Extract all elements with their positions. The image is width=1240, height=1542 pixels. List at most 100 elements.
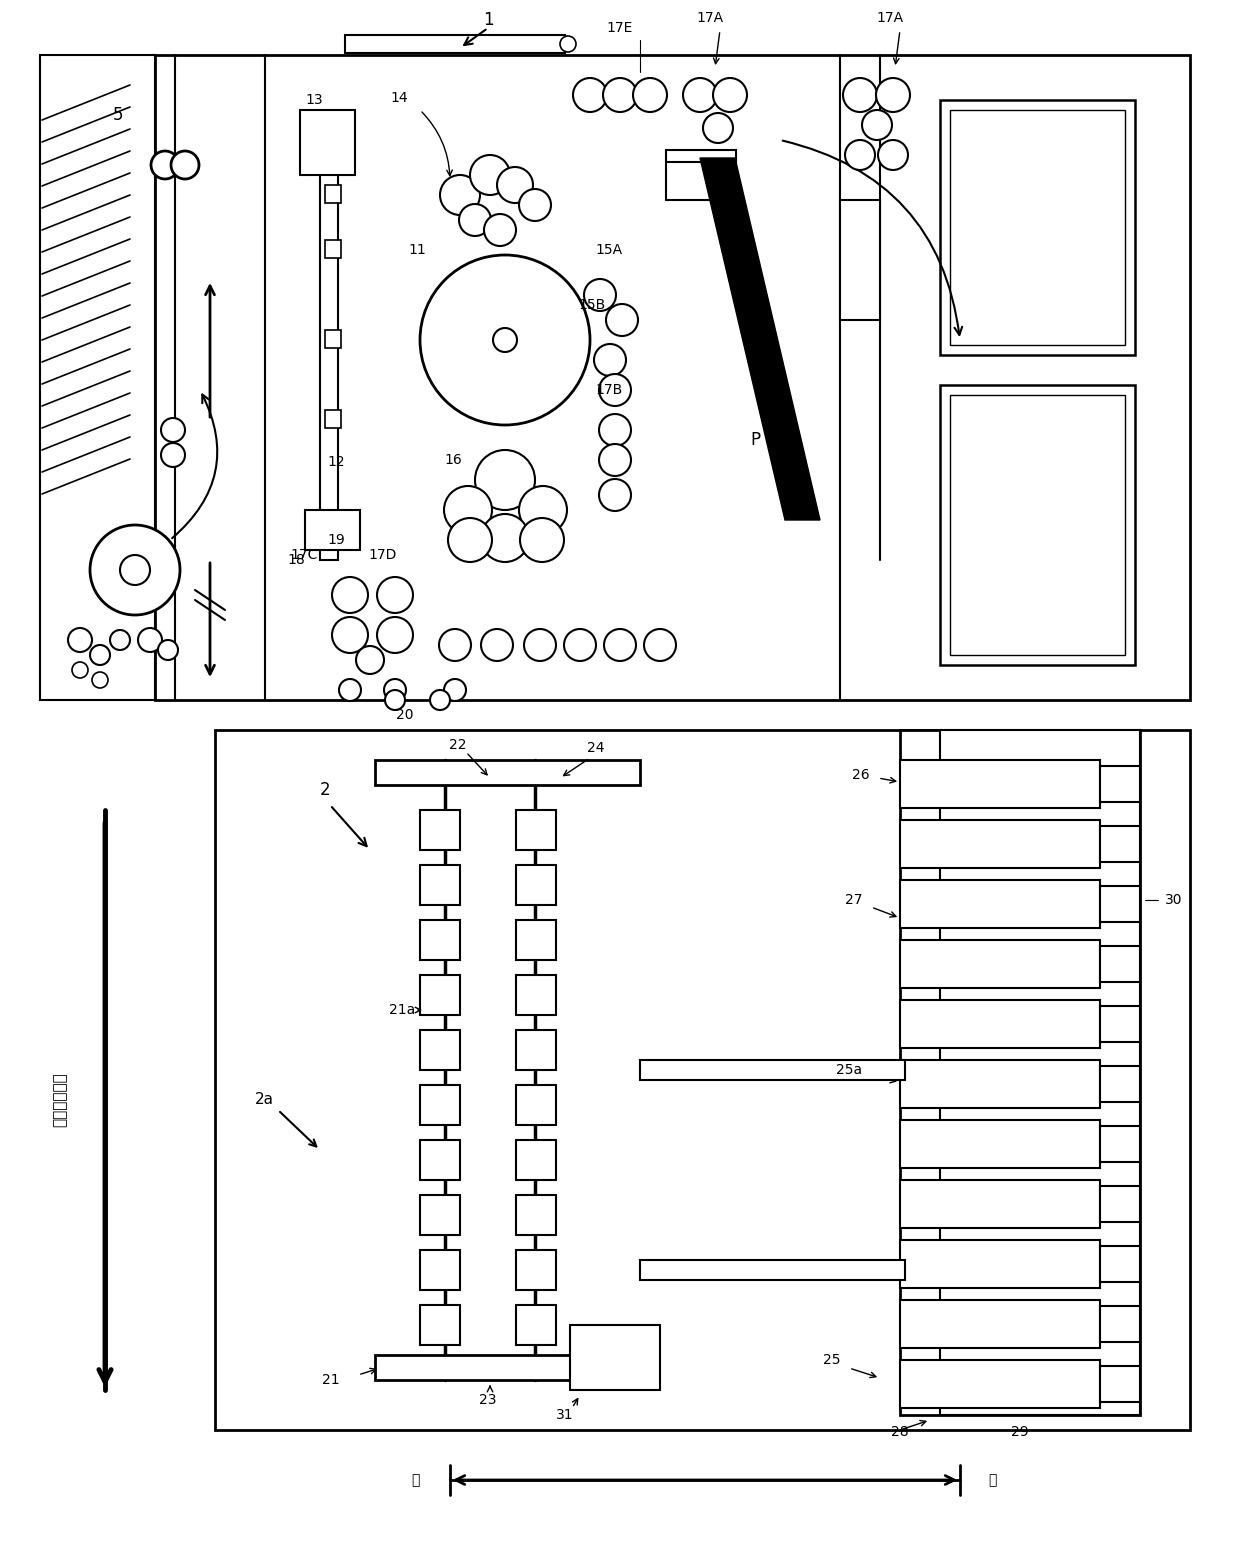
- Circle shape: [470, 156, 510, 194]
- Bar: [940, 386, 1135, 665]
- Circle shape: [584, 279, 616, 311]
- Circle shape: [384, 689, 405, 709]
- Circle shape: [525, 629, 556, 662]
- Bar: [325, 241, 341, 258]
- Circle shape: [448, 518, 492, 561]
- Bar: [325, 410, 341, 429]
- Bar: [940, 100, 1135, 355]
- Bar: [420, 1086, 460, 1126]
- Circle shape: [157, 640, 179, 660]
- Circle shape: [151, 151, 179, 179]
- Text: 17E: 17E: [606, 22, 634, 35]
- Circle shape: [484, 214, 516, 247]
- Bar: [1100, 1366, 1140, 1402]
- Bar: [420, 810, 460, 850]
- Circle shape: [713, 79, 746, 113]
- Circle shape: [91, 645, 110, 665]
- Bar: [900, 760, 1100, 808]
- Bar: [345, 35, 565, 52]
- Bar: [900, 1059, 1100, 1109]
- Text: 17A: 17A: [877, 11, 904, 25]
- Bar: [1100, 1246, 1140, 1281]
- Circle shape: [683, 79, 717, 113]
- Circle shape: [439, 629, 471, 662]
- Bar: [325, 185, 341, 204]
- Bar: [516, 865, 556, 905]
- Bar: [1100, 766, 1140, 802]
- Circle shape: [878, 140, 908, 170]
- Circle shape: [444, 678, 466, 702]
- Circle shape: [72, 662, 88, 678]
- Circle shape: [384, 678, 405, 702]
- Circle shape: [875, 79, 910, 113]
- Text: 17A: 17A: [697, 11, 724, 25]
- Bar: [900, 880, 1100, 928]
- Bar: [374, 760, 640, 785]
- Circle shape: [138, 628, 162, 652]
- Bar: [420, 865, 460, 905]
- Circle shape: [520, 486, 567, 534]
- Bar: [1100, 945, 1140, 982]
- Bar: [900, 1180, 1100, 1227]
- Circle shape: [632, 79, 667, 113]
- Circle shape: [377, 617, 413, 652]
- Text: 5: 5: [113, 106, 123, 123]
- Bar: [516, 1305, 556, 1345]
- Circle shape: [703, 113, 733, 143]
- Text: 21: 21: [322, 1372, 340, 1386]
- Circle shape: [171, 151, 198, 179]
- Circle shape: [599, 413, 631, 446]
- Bar: [516, 1195, 556, 1235]
- Bar: [516, 810, 556, 850]
- Text: 16: 16: [444, 453, 463, 467]
- Text: 26: 26: [852, 768, 870, 782]
- Bar: [950, 395, 1125, 655]
- Bar: [420, 1030, 460, 1070]
- Bar: [516, 921, 556, 961]
- Bar: [516, 1140, 556, 1180]
- Circle shape: [161, 443, 185, 467]
- Text: 24: 24: [588, 742, 605, 756]
- Bar: [420, 921, 460, 961]
- Bar: [900, 820, 1100, 868]
- Bar: [516, 975, 556, 1015]
- Text: 15B: 15B: [578, 298, 605, 311]
- Bar: [640, 1260, 905, 1280]
- Polygon shape: [701, 157, 820, 520]
- Circle shape: [356, 646, 384, 674]
- Text: 12: 12: [327, 455, 345, 469]
- Bar: [420, 1195, 460, 1235]
- Bar: [155, 56, 1190, 700]
- Bar: [570, 1325, 660, 1389]
- Bar: [420, 1305, 460, 1345]
- Bar: [839, 200, 880, 321]
- Circle shape: [481, 513, 529, 561]
- Bar: [900, 729, 1140, 1416]
- Text: 29: 29: [1011, 1425, 1029, 1439]
- Text: ト: ト: [988, 1473, 996, 1486]
- Text: 17C: 17C: [290, 547, 317, 561]
- Circle shape: [68, 628, 92, 652]
- Bar: [900, 1240, 1100, 1288]
- Bar: [300, 109, 355, 174]
- Bar: [940, 729, 1140, 1416]
- Bar: [1100, 1066, 1140, 1103]
- Text: 25: 25: [822, 1352, 839, 1368]
- Circle shape: [339, 678, 361, 702]
- Text: 20: 20: [397, 708, 414, 722]
- Text: 13: 13: [305, 93, 322, 106]
- Circle shape: [843, 79, 877, 113]
- Circle shape: [844, 140, 875, 170]
- Bar: [900, 1300, 1100, 1348]
- Text: 19: 19: [327, 534, 345, 547]
- Circle shape: [494, 328, 517, 352]
- Circle shape: [92, 672, 108, 688]
- Bar: [640, 1059, 905, 1079]
- Text: 27: 27: [844, 893, 862, 907]
- Bar: [666, 150, 737, 162]
- Bar: [900, 1119, 1100, 1167]
- Bar: [1100, 1126, 1140, 1163]
- Bar: [1100, 1306, 1140, 1342]
- Circle shape: [520, 518, 564, 561]
- Circle shape: [459, 204, 491, 236]
